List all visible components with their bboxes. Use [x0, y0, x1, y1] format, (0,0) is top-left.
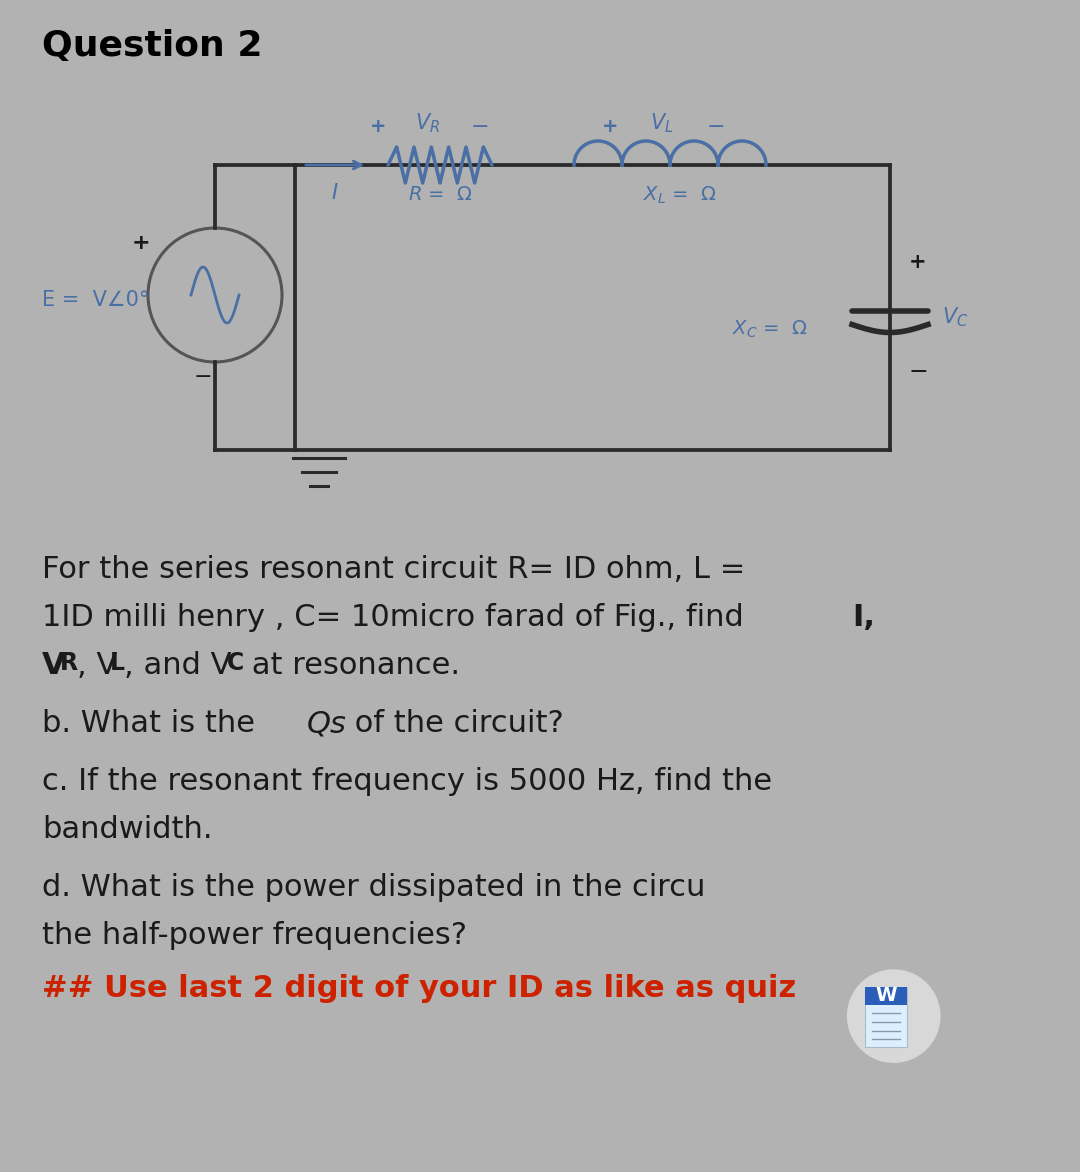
Text: of the circuit?: of the circuit? [345, 709, 564, 738]
Text: 1ID milli henry , C= 10micro farad of Fig., find: 1ID milli henry , C= 10micro farad of Fi… [42, 604, 754, 632]
Text: Question 2: Question 2 [42, 29, 262, 63]
Text: −: − [908, 361, 928, 384]
Text: W: W [875, 987, 896, 1006]
Text: $X_L$ =  Ω: $X_L$ = Ω [644, 184, 717, 205]
Text: at resonance.: at resonance. [242, 650, 460, 680]
Text: R: R [60, 650, 78, 675]
Text: ## Use last 2 digit of your ID as like as quiz: ## Use last 2 digit of your ID as like a… [42, 974, 796, 1003]
Text: , V: , V [77, 650, 118, 680]
Text: +: + [369, 117, 387, 136]
Text: −: − [706, 117, 726, 137]
Text: E =  V∠0°: E = V∠0° [42, 289, 149, 311]
Text: L: L [110, 650, 125, 675]
Text: I,: I, [852, 604, 875, 632]
Text: −: − [193, 367, 213, 387]
Text: c. If the resonant frequency is 5000 Hz, find the: c. If the resonant frequency is 5000 Hz,… [42, 766, 772, 796]
Text: I: I [332, 183, 338, 203]
Text: , and V: , and V [124, 650, 231, 680]
Text: the half-power frequencies?: the half-power frequencies? [42, 921, 467, 950]
Text: b. What is the: b. What is the [42, 709, 265, 738]
Text: C: C [227, 650, 244, 675]
Text: $V_R$: $V_R$ [416, 111, 441, 135]
Text: −: − [471, 117, 489, 137]
Text: V: V [42, 650, 66, 680]
Text: For the series resonant circuit R= ID ohm, L =: For the series resonant circuit R= ID oh… [42, 556, 745, 584]
Text: $V_L$: $V_L$ [650, 111, 674, 135]
Text: bandwidth.: bandwidth. [42, 815, 213, 844]
Circle shape [848, 970, 940, 1062]
Text: $V_C$: $V_C$ [942, 306, 969, 329]
Text: +: + [909, 252, 927, 273]
FancyBboxPatch shape [865, 987, 907, 1047]
FancyBboxPatch shape [865, 987, 907, 1004]
Text: $X_C$ =  Ω: $X_C$ = Ω [732, 319, 808, 340]
Text: Qs: Qs [307, 709, 347, 738]
Text: d. What is the power dissipated in the circu: d. What is the power dissipated in the c… [42, 873, 705, 902]
Text: +: + [132, 233, 150, 253]
Text: +: + [602, 117, 618, 136]
Text: $R$ =  Ω: $R$ = Ω [407, 185, 472, 204]
